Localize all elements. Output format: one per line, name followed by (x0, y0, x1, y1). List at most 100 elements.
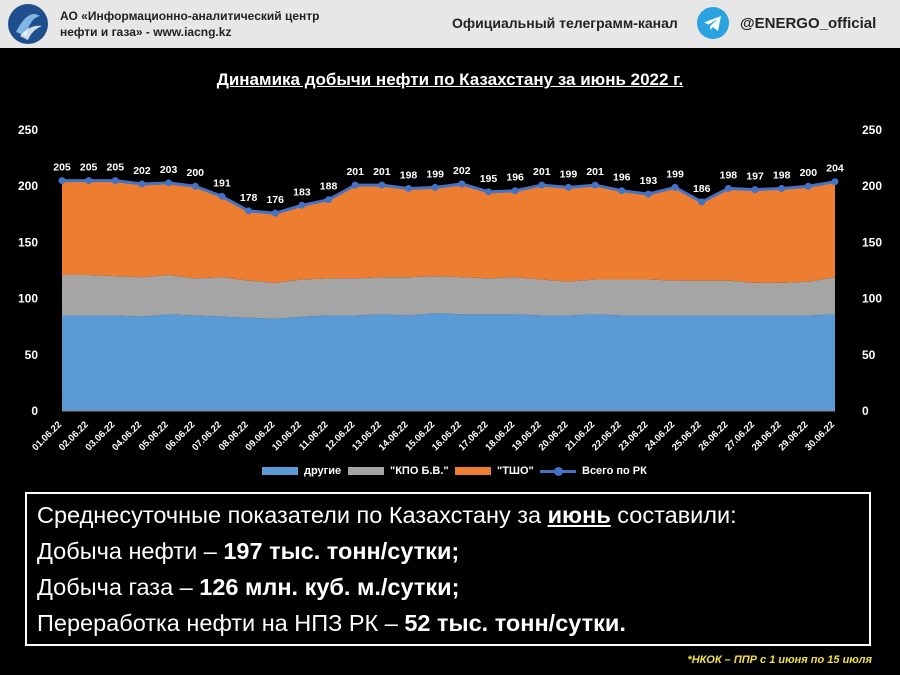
chart-title: Динамика добычи нефти по Казахстану за и… (216, 70, 684, 89)
data-label-26: 198 (720, 169, 738, 181)
refining-label: Переработка нефти на НПЗ РК – (37, 610, 405, 636)
y-tick-right-5: 250 (862, 123, 882, 137)
summary-line-1-suffix: составили: (610, 502, 737, 528)
total-point-24 (671, 183, 679, 191)
data-label-6: 200 (187, 167, 205, 179)
gas-label: Добыча газа – (37, 574, 200, 600)
total-point-20 (564, 183, 572, 191)
total-point-26 (724, 184, 732, 192)
total-point-27 (751, 186, 759, 194)
data-label-22: 196 (613, 172, 631, 184)
y-tick-left-0: 0 (31, 404, 38, 418)
total-point-22 (618, 187, 626, 195)
organization-name: АО «Информационно-аналитический центр не… (60, 8, 319, 40)
total-point-28 (778, 184, 786, 192)
org-name-line2: нефти и газа» - www.iacng.kz (60, 25, 232, 39)
area-other (62, 313, 835, 411)
total-point-7 (218, 192, 226, 200)
total-point-21 (591, 181, 599, 189)
y-tick-left-2: 100 (18, 292, 38, 306)
total-point-23 (644, 190, 652, 198)
data-label-10: 183 (293, 186, 311, 198)
total-point-5 (165, 179, 173, 187)
total-point-12 (351, 181, 359, 189)
data-label-19: 201 (533, 166, 551, 178)
refining-value: 52 тыс. тонн/сутки. (404, 610, 626, 636)
y-tick-left-4: 200 (18, 179, 38, 193)
total-point-17 (484, 188, 492, 196)
data-label-18: 196 (506, 172, 524, 184)
legend-other: другие (262, 465, 341, 477)
org-name-line1: АО «Информационно-аналитический центр (60, 9, 320, 23)
legend-other-swatch (262, 467, 298, 475)
data-label-12: 201 (346, 166, 364, 178)
data-label-5: 203 (160, 164, 178, 176)
total-point-13 (378, 181, 386, 189)
data-label-25: 186 (693, 183, 711, 195)
y-tick-left-1: 50 (25, 348, 39, 362)
legend-total-swatch (540, 466, 576, 476)
data-label-14: 198 (400, 169, 418, 181)
oil-label: Добыча нефти – (37, 538, 224, 564)
legend-other-label: другие (304, 465, 342, 477)
data-label-17: 195 (480, 173, 498, 185)
total-line (62, 179, 836, 215)
data-label-23: 193 (640, 175, 658, 187)
legend-tsho-label: "ТШО" (497, 465, 534, 477)
legend-total: Всего по РК (540, 465, 647, 477)
total-point-11 (325, 196, 333, 204)
company-logo-icon (8, 4, 48, 44)
data-label-8: 178 (240, 192, 258, 204)
telegram-channel-label: Официальный телеграмм-канал (452, 15, 678, 31)
data-label-16: 202 (453, 165, 471, 177)
total-point-4 (138, 180, 146, 188)
x-tick-30: 30.06.22 (803, 419, 837, 453)
legend-tsho: "ТШО" (455, 465, 534, 477)
data-label-1: 205 (53, 162, 71, 174)
total-point-16 (458, 180, 466, 188)
total-point-9 (271, 209, 279, 217)
y-tick-right-1: 50 (862, 348, 876, 362)
data-label-3: 205 (107, 162, 125, 174)
data-label-9: 176 (266, 194, 284, 206)
oil-value: 197 тыс. тонн/сутки; (223, 538, 460, 564)
summary-line-1: Среднесуточные показатели по Казахстану … (37, 502, 737, 529)
production-chart: 0 0 50 50 100 100 150 150 200 200 250 250 205 205 205 2… (18, 123, 882, 453)
summary-line-refining: Переработка нефти на НПЗ РК – 52 тыс. то… (37, 610, 626, 637)
data-label-4: 202 (133, 165, 151, 177)
area-tsho (62, 180, 835, 283)
data-label-15: 199 (426, 168, 444, 180)
y-tick-right-2: 100 (862, 292, 882, 306)
summary-line-1-prefix: Среднесуточные показатели по Казахстану … (37, 502, 548, 528)
legend-kpo: "КПО Б.В." (348, 465, 449, 477)
gas-value: 126 млн. куб. м./сутки; (199, 574, 460, 600)
data-label-13: 201 (373, 166, 391, 178)
total-point-10 (298, 201, 306, 209)
data-label-2: 205 (80, 162, 98, 174)
data-label-11: 188 (320, 181, 338, 193)
footnote: *НКОК – ППР с 1 июня по 15 июля (687, 654, 872, 666)
y-tick-right-0: 0 (862, 404, 869, 418)
chart-legend: другие "КПО Б.В." "ТШО" Всего по РК (0, 465, 900, 483)
summary-line-gas: Добыча газа – 126 млн. куб. м./сутки; (37, 574, 459, 601)
data-label-20: 199 (560, 168, 578, 180)
data-label-21: 201 (586, 166, 604, 178)
data-label-29: 200 (800, 167, 818, 179)
legend-tsho-swatch (455, 467, 491, 475)
data-label-24: 199 (666, 168, 684, 180)
data-label-30: 204 (826, 163, 844, 175)
total-point-1 (58, 177, 66, 185)
y-tick-right-4: 200 (862, 179, 882, 193)
telegram-icon[interactable] (697, 7, 729, 39)
y-tick-right-3: 150 (862, 235, 882, 249)
header-bar: АО «Информационно-аналитический центр не… (0, 0, 900, 48)
total-point-3 (111, 177, 119, 185)
summary-line-oil: Добыча нефти – 197 тыс. тонн/сутки; (37, 538, 459, 565)
area-kpo (62, 274, 835, 319)
y-tick-left-5: 250 (18, 123, 38, 137)
data-label-28: 198 (773, 169, 791, 181)
telegram-handle[interactable]: @ENERGO_official (740, 15, 877, 32)
data-label-7: 191 (213, 177, 231, 189)
legend-kpo-label: "КПО Б.В." (390, 465, 449, 477)
y-tick-left-3: 150 (18, 235, 38, 249)
